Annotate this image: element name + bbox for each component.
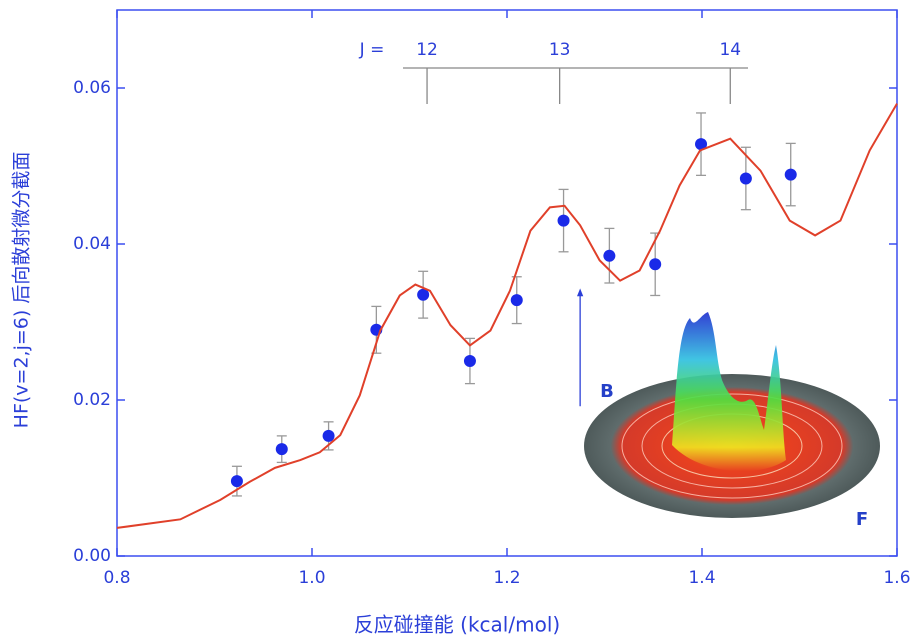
- data-point: [557, 214, 570, 227]
- data-point: [322, 429, 335, 442]
- x-tick-label: 1.6: [883, 568, 910, 588]
- inset-label: F: [856, 509, 868, 530]
- x-tick-label: 0.8: [103, 568, 130, 588]
- y-tick-label: 0.00: [73, 546, 111, 566]
- j-value: 14: [719, 40, 741, 60]
- data-point: [695, 138, 708, 151]
- j-label: J =: [359, 40, 385, 60]
- data-point: [784, 168, 797, 181]
- data-point: [649, 258, 662, 271]
- j-value: 12: [416, 40, 438, 60]
- y-tick-label: 0.06: [73, 78, 111, 98]
- inset-label: B: [600, 381, 614, 402]
- x-tick-label: 1.0: [298, 568, 325, 588]
- data-point: [463, 355, 476, 367]
- data-point: [510, 294, 523, 307]
- data-point: [230, 475, 243, 488]
- y-tick-label: 0.02: [73, 390, 111, 410]
- data-point: [275, 443, 288, 456]
- inset-image: [584, 312, 880, 518]
- x-axis-title: 反应碰撞能 (kcal/mol): [354, 613, 560, 637]
- x-tick-label: 1.4: [688, 568, 715, 588]
- fit-curve: [116, 103, 898, 529]
- data-point: [739, 172, 752, 185]
- data-point: [417, 288, 430, 301]
- y-tick-label: 0.04: [73, 234, 111, 254]
- j-value: 13: [549, 40, 571, 60]
- data-point: [603, 249, 616, 262]
- y-axis-title: HF(v=2,j=6) 后向散射微分截面: [11, 152, 33, 429]
- x-tick-label: 1.2: [493, 568, 520, 588]
